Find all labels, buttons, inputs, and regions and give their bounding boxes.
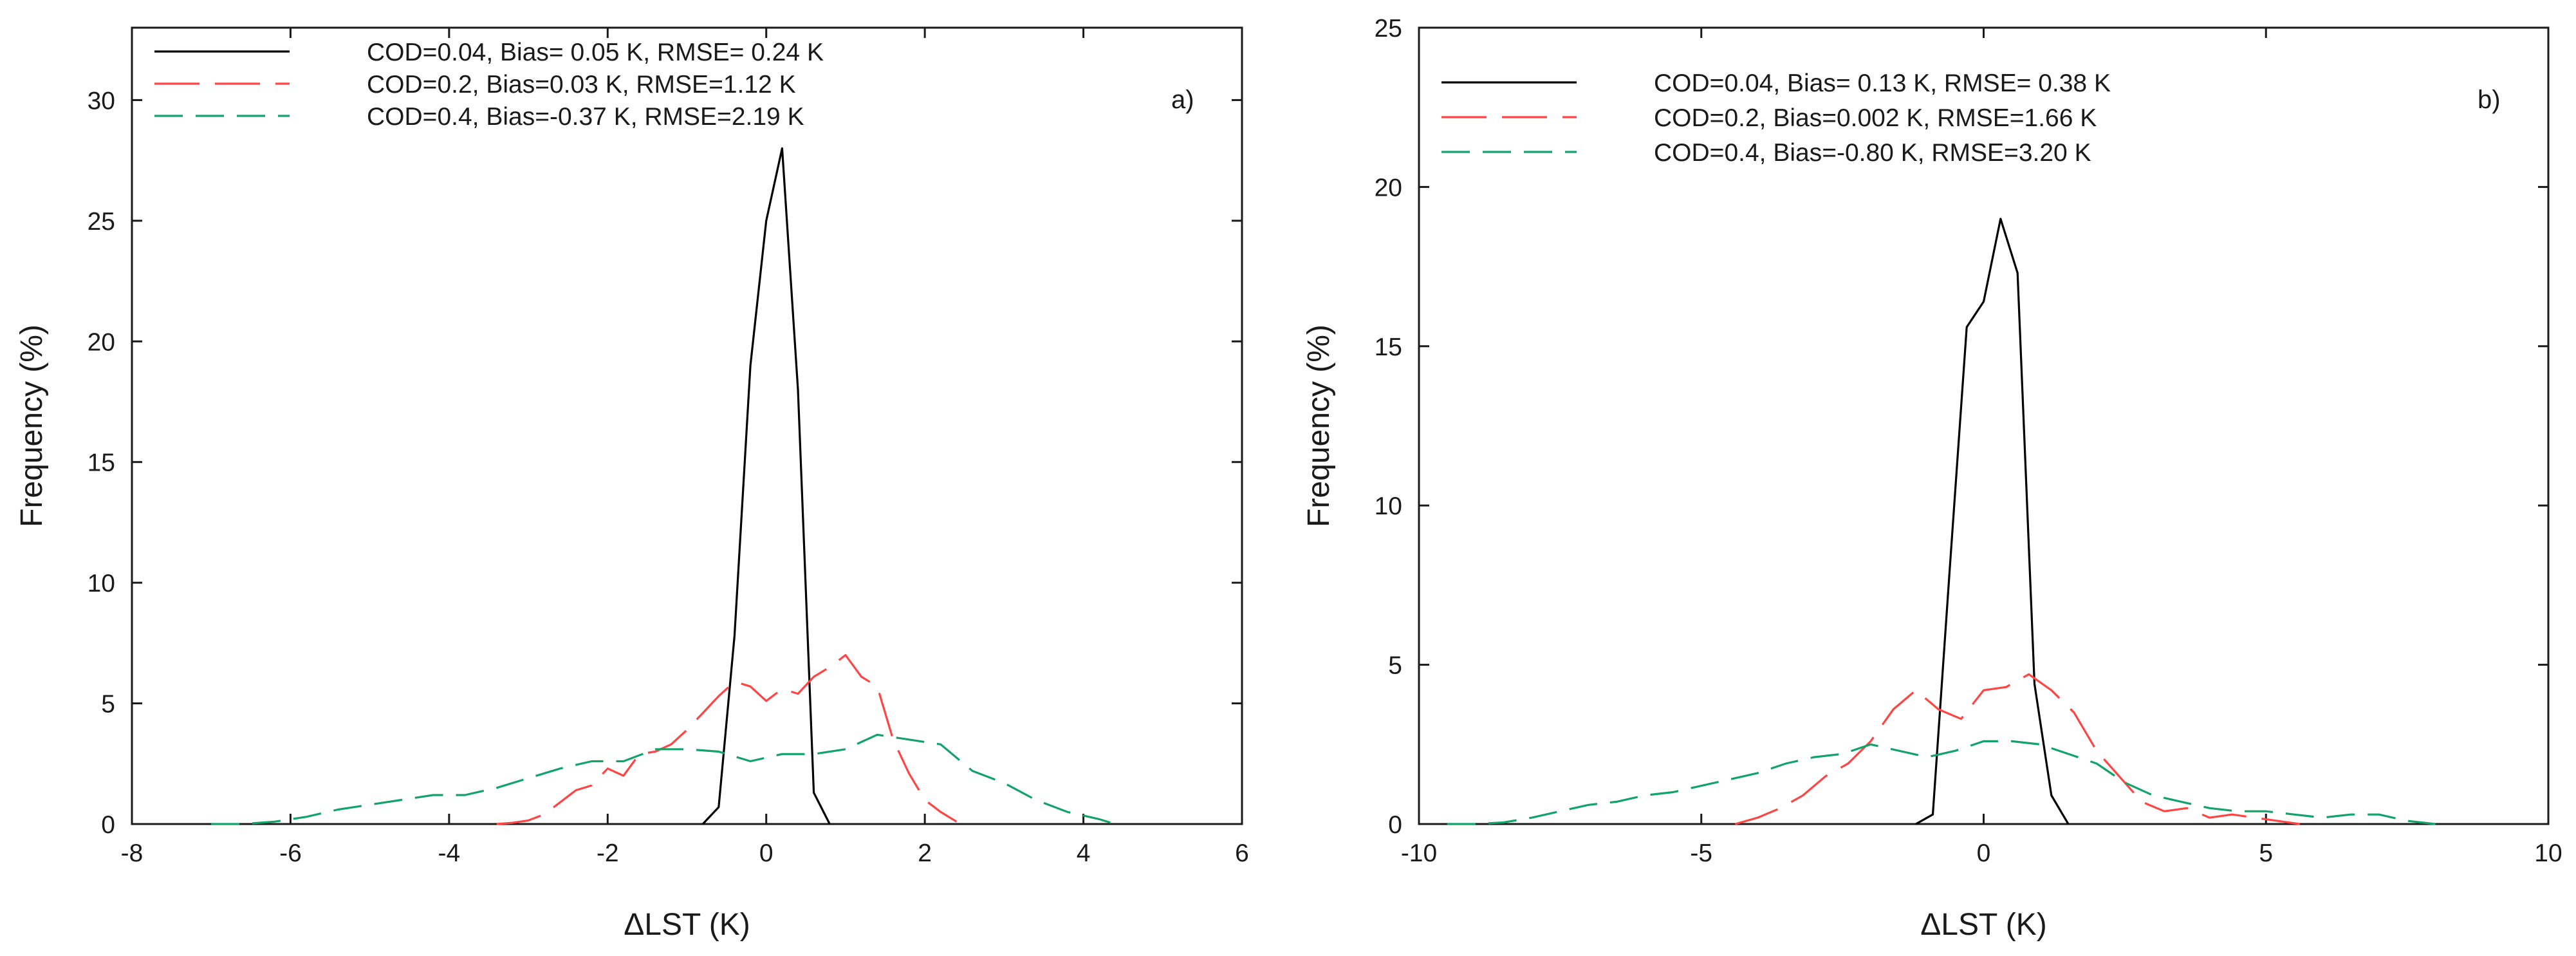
y-tick-label: 25 [88, 208, 115, 236]
x-tick-label: 0 [1977, 839, 1991, 867]
x-tick-label: 6 [1235, 839, 1249, 867]
x-tick-label: -5 [1690, 839, 1712, 867]
series-line-0 [1915, 218, 2070, 825]
x-tick-label: 10 [2534, 839, 2562, 867]
series-line-2 [211, 733, 1116, 825]
legend-entry-0: COD=0.04, Bias= 0.13 K, RMSE= 0.38 K [1654, 70, 2111, 97]
legend-entry-0: COD=0.04, Bias= 0.05 K, RMSE= 0.24 K [367, 39, 824, 66]
x-tick-label: -10 [1401, 839, 1437, 867]
y-tick-label: 20 [1375, 174, 1402, 202]
x-tick-label: 5 [2259, 839, 2273, 867]
y-tick-label: 0 [101, 811, 115, 839]
series-line-0 [701, 147, 831, 825]
panel-label: a) [1171, 86, 1194, 114]
x-tick-label: 2 [918, 839, 932, 867]
legend-entry-1: COD=0.2, Bias=0.002 K, RMSE=1.66 K [1654, 104, 2097, 132]
x-tick-label: 0 [759, 839, 774, 867]
x-tick-label: -2 [597, 839, 619, 867]
y-tick-label: 15 [1375, 333, 1402, 361]
legend-entry-2: COD=0.4, Bias=-0.37 K, RMSE=2.19 K [367, 103, 804, 131]
y-tick-label: 10 [1375, 492, 1402, 520]
x-tick-label: 4 [1077, 839, 1091, 867]
plot-frame [131, 26, 1243, 825]
series-line-1 [1734, 673, 2301, 825]
panel-label: b) [2478, 86, 2501, 114]
y-tick-label: 15 [88, 449, 115, 477]
legend-entry-2: COD=0.4, Bias=-0.80 K, RMSE=3.20 K [1654, 139, 2091, 167]
y-axis-title: Frequency (%) [15, 324, 49, 527]
x-axis-title: ΔLST (K) [624, 908, 750, 942]
y-tick-label: 5 [101, 691, 115, 718]
y-tick-label: 30 [88, 87, 115, 115]
x-tick-label: -6 [279, 839, 302, 867]
legend-entry-1: COD=0.2, Bias=0.03 K, RMSE=1.12 K [367, 71, 796, 98]
y-tick-label: 20 [88, 328, 115, 356]
y-tick-label: 10 [88, 570, 115, 597]
y-axis-title: Frequency (%) [1302, 324, 1336, 527]
y-tick-label: 0 [1388, 811, 1402, 839]
x-axis-title: ΔLST (K) [1920, 908, 2047, 942]
chart-panel-a: -8 -6 -4 -2 0 2 4 6 0 5 10 15 20 25 30 ΔLST (K) Frequenc… [15, 26, 1249, 942]
series-line-2 [1447, 740, 2436, 825]
y-tick-label: 5 [1388, 652, 1402, 680]
y-tick-label: 25 [1375, 15, 1402, 42]
chart-panel-b: -10 -5 0 5 10 0 5 10 15 20 25 ΔLST (K) Frequency (%)… [1302, 15, 2562, 942]
x-tick-label: -4 [438, 839, 461, 867]
series-line-1 [496, 653, 958, 825]
x-tick-label: -8 [121, 839, 144, 867]
